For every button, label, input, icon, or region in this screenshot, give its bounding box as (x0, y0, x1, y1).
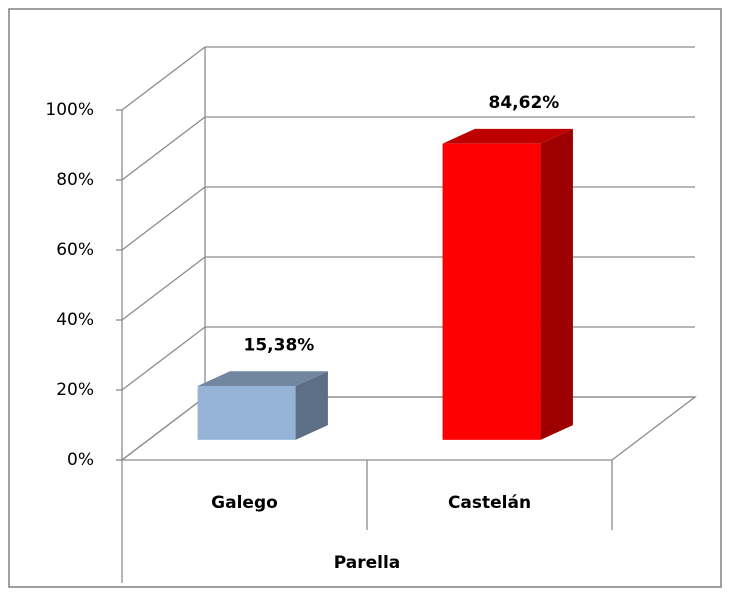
y-tick-label: 0% (67, 450, 94, 470)
bar-top (442, 128, 573, 144)
bar-front (197, 386, 296, 440)
x-tick-label: Galego (211, 493, 278, 513)
value-label: 15,38% (244, 335, 315, 355)
bar (197, 371, 328, 440)
grid-line (121, 46, 695, 111)
x-tick-label: Castelán (448, 493, 531, 513)
y-tick-label: 100% (45, 100, 94, 120)
bar-top (197, 371, 328, 387)
y-tick-label: 60% (56, 240, 94, 260)
x-axis-label: Parella (334, 553, 401, 573)
chart-frame (8, 8, 722, 588)
y-tick-label: 20% (56, 380, 94, 400)
bar (442, 128, 573, 440)
value-label: 84,62% (489, 93, 560, 113)
grid-line (121, 256, 695, 321)
bar-side (540, 128, 573, 440)
grid-line (121, 186, 695, 251)
y-tick-label: 40% (56, 310, 94, 330)
grid-line (121, 116, 695, 181)
bar-side (295, 371, 328, 440)
bar-front (442, 143, 541, 440)
y-tick-label: 80% (56, 170, 94, 190)
grid-line (121, 326, 695, 391)
